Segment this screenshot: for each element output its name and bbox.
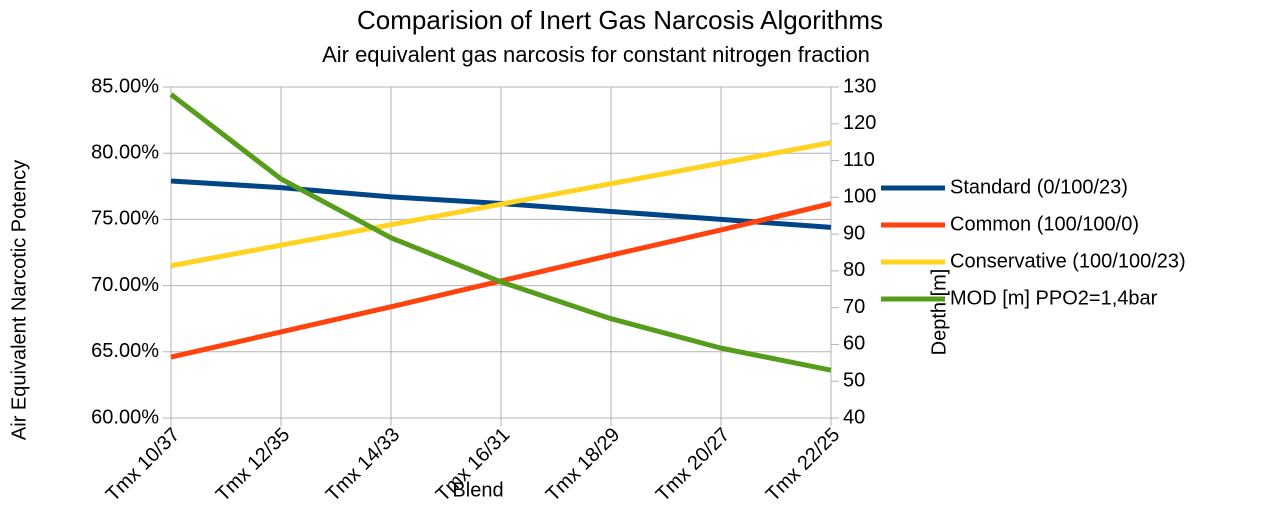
x-tick-label: Tmx 20/27 [652, 424, 734, 506]
y-tick-label: 65.00% [91, 340, 159, 362]
y2-tick-label: 40 [843, 406, 865, 428]
y2-tick-label: 70 [843, 296, 865, 318]
x-axis-label: Blend [452, 479, 503, 501]
y-tick-label: 70.00% [91, 274, 159, 296]
y2-tick-label: 110 [843, 149, 875, 171]
y-axis-label: Air Equivalent Narcotic Potency [8, 160, 30, 440]
y2-tick-label: 100 [843, 186, 876, 208]
x-tick-label: Tmx 12/35 [212, 424, 294, 506]
x-tick-label: Tmx 14/33 [322, 424, 404, 506]
x-tick-label: Tmx 10/37 [102, 424, 184, 506]
legend-label: MOD [m] PPO2=1,4bar [950, 287, 1158, 309]
y-tick-label: 75.00% [91, 208, 159, 230]
y2-tick-label: 90 [843, 222, 865, 244]
y-tick-label: 60.00% [91, 406, 159, 428]
y2-tick-label: 60 [843, 333, 865, 355]
y2-tick-label: 120 [843, 112, 876, 134]
legend-label: Conservative (100/100/23) [950, 250, 1186, 272]
chart-subtitle: Air equivalent gas narcosis for constant… [322, 42, 870, 67]
y2-tick-label: 130 [843, 75, 876, 97]
x-tick-label: Tmx 22/25 [762, 424, 844, 506]
y2-tick-label: 80 [843, 259, 865, 281]
legend-label: Standard (0/100/23) [950, 176, 1128, 198]
y2-tick-label: 50 [843, 370, 865, 392]
y2-axis-label: Depth [m] [928, 269, 950, 356]
series-line [169, 92, 832, 373]
chart-title: Comparision of Inert Gas Narcosis Algori… [357, 5, 883, 35]
x-tick-label: Tmx 18/29 [542, 424, 624, 506]
y-tick-label: 85.00% [91, 75, 159, 97]
series-line [170, 140, 832, 269]
legend-label: Common (100/100/0) [950, 213, 1139, 235]
y-tick-label: 80.00% [91, 141, 159, 163]
